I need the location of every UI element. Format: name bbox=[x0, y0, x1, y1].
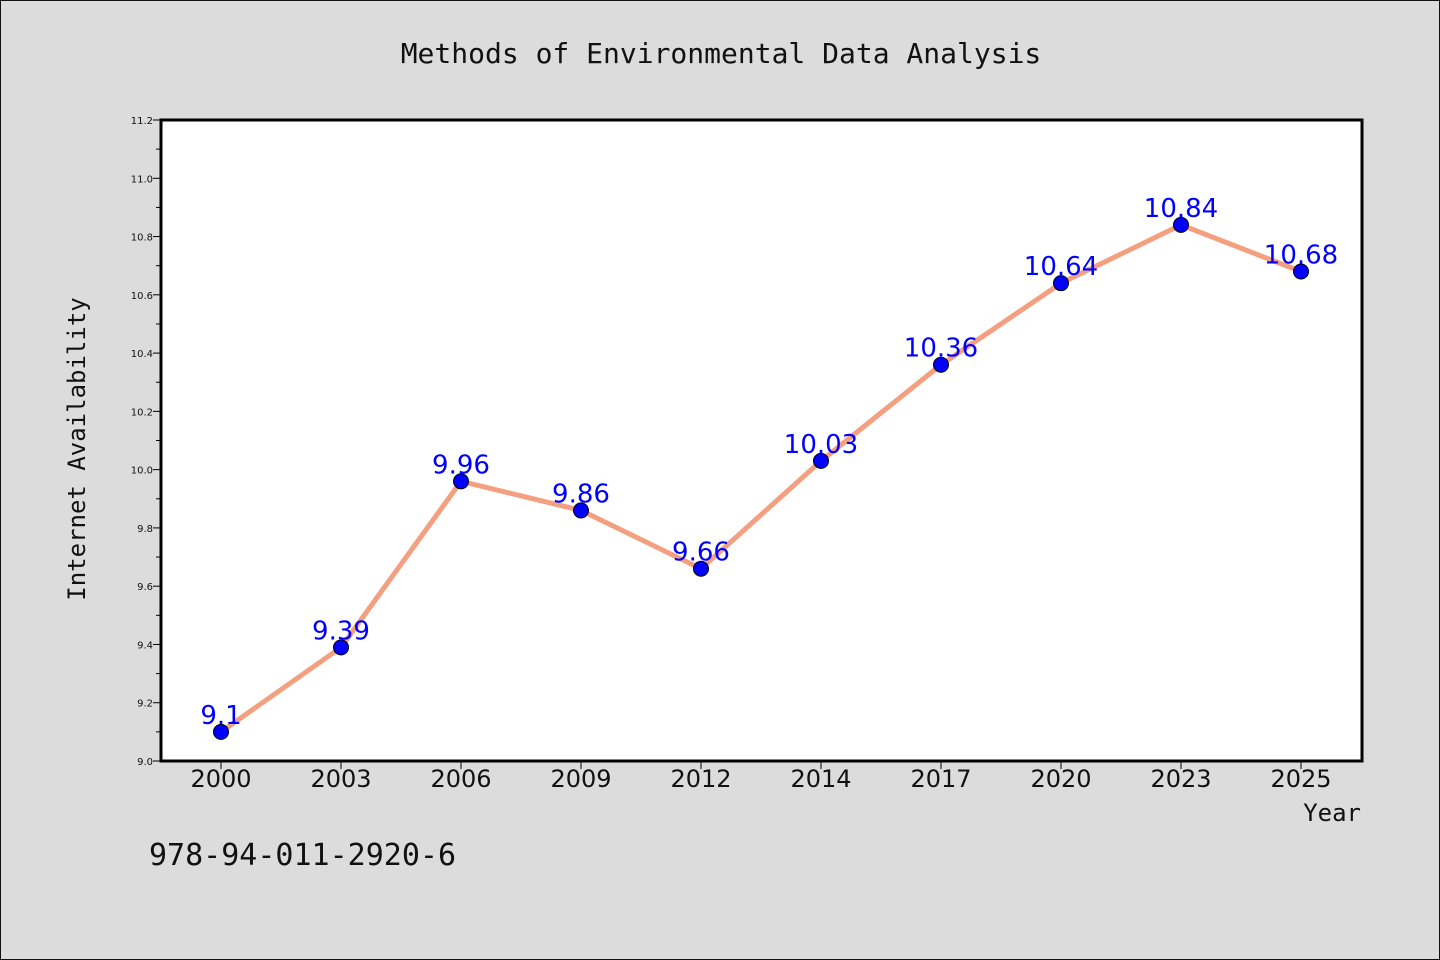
data-label: 10.84 bbox=[1144, 194, 1218, 224]
data-label: 10.36 bbox=[904, 334, 978, 364]
y-axis-label: Internet Availability bbox=[63, 297, 91, 600]
x-axis-ticks: 2000 2003 2006 2009 2012 2014 2017 2020 2023 2025 bbox=[190, 761, 1332, 793]
y-tick-label: 11.0 bbox=[131, 174, 153, 185]
data-point bbox=[1293, 263, 1309, 280]
data-label: 10.03 bbox=[784, 430, 858, 460]
data-label: 9.96 bbox=[432, 450, 490, 480]
x-tick-label: 2014 bbox=[790, 765, 851, 793]
y-tick-label: 10.8 bbox=[131, 233, 153, 244]
plot-area bbox=[159, 118, 1364, 763]
x-tick-label: 2020 bbox=[1030, 765, 1091, 793]
data-label: 9.39 bbox=[312, 616, 370, 646]
y-tick-label: 11.2 bbox=[131, 116, 153, 127]
data-point bbox=[1053, 275, 1069, 292]
y-tick-label: 9.4 bbox=[137, 640, 153, 651]
x-tick-label: 2000 bbox=[190, 765, 251, 793]
isbn-annotation: 978-94-011-2920-6 bbox=[149, 838, 456, 873]
y-tick-label: 9.0 bbox=[137, 757, 153, 768]
data-label: 9.86 bbox=[552, 479, 610, 509]
y-tick-label: 9.8 bbox=[137, 524, 153, 535]
data-point bbox=[333, 639, 349, 656]
data-point bbox=[213, 723, 229, 740]
data-point bbox=[573, 502, 589, 519]
y-tick-label: 9.2 bbox=[137, 699, 153, 710]
y-tick-label: 10.4 bbox=[131, 349, 153, 360]
data-label: 10.68 bbox=[1264, 241, 1338, 271]
data-point bbox=[1173, 216, 1189, 233]
x-tick-label: 2023 bbox=[1150, 765, 1211, 793]
y-tick-label: 9.6 bbox=[137, 582, 153, 593]
data-point bbox=[453, 473, 469, 490]
y-axis-ticks: 9.0 9.2 9.4 9.6 9.8 10.0 10.2 10.4 10.6 10.8 11.0 1… bbox=[131, 116, 161, 768]
data-label: 10.64 bbox=[1024, 252, 1098, 282]
y-tick-label: 10.2 bbox=[131, 407, 153, 418]
series-line bbox=[218, 222, 1304, 735]
y-tick-label: 10.0 bbox=[131, 466, 153, 477]
y-tick-label: 10.6 bbox=[131, 291, 153, 302]
data-point bbox=[813, 452, 829, 469]
data-label: 9.1 bbox=[200, 701, 241, 731]
x-tick-label: 2025 bbox=[1270, 765, 1331, 793]
x-tick-label: 2006 bbox=[430, 765, 491, 793]
data-label: 9.66 bbox=[672, 538, 730, 568]
x-tick-label: 2017 bbox=[910, 765, 971, 793]
x-tick-label: 2003 bbox=[310, 765, 371, 793]
x-axis-label: Year bbox=[1303, 799, 1361, 827]
series-group: 9.1 9.39 9.96 9.86 9.66 10.03 10.36 10.64 10.84 1… bbox=[200, 194, 1338, 740]
chart-title: Methods of Environmental Data Analysis bbox=[401, 37, 1042, 70]
x-tick-label: 2009 bbox=[550, 765, 611, 793]
data-point bbox=[933, 356, 949, 373]
data-point bbox=[693, 560, 709, 577]
x-tick-label: 2012 bbox=[670, 765, 731, 793]
